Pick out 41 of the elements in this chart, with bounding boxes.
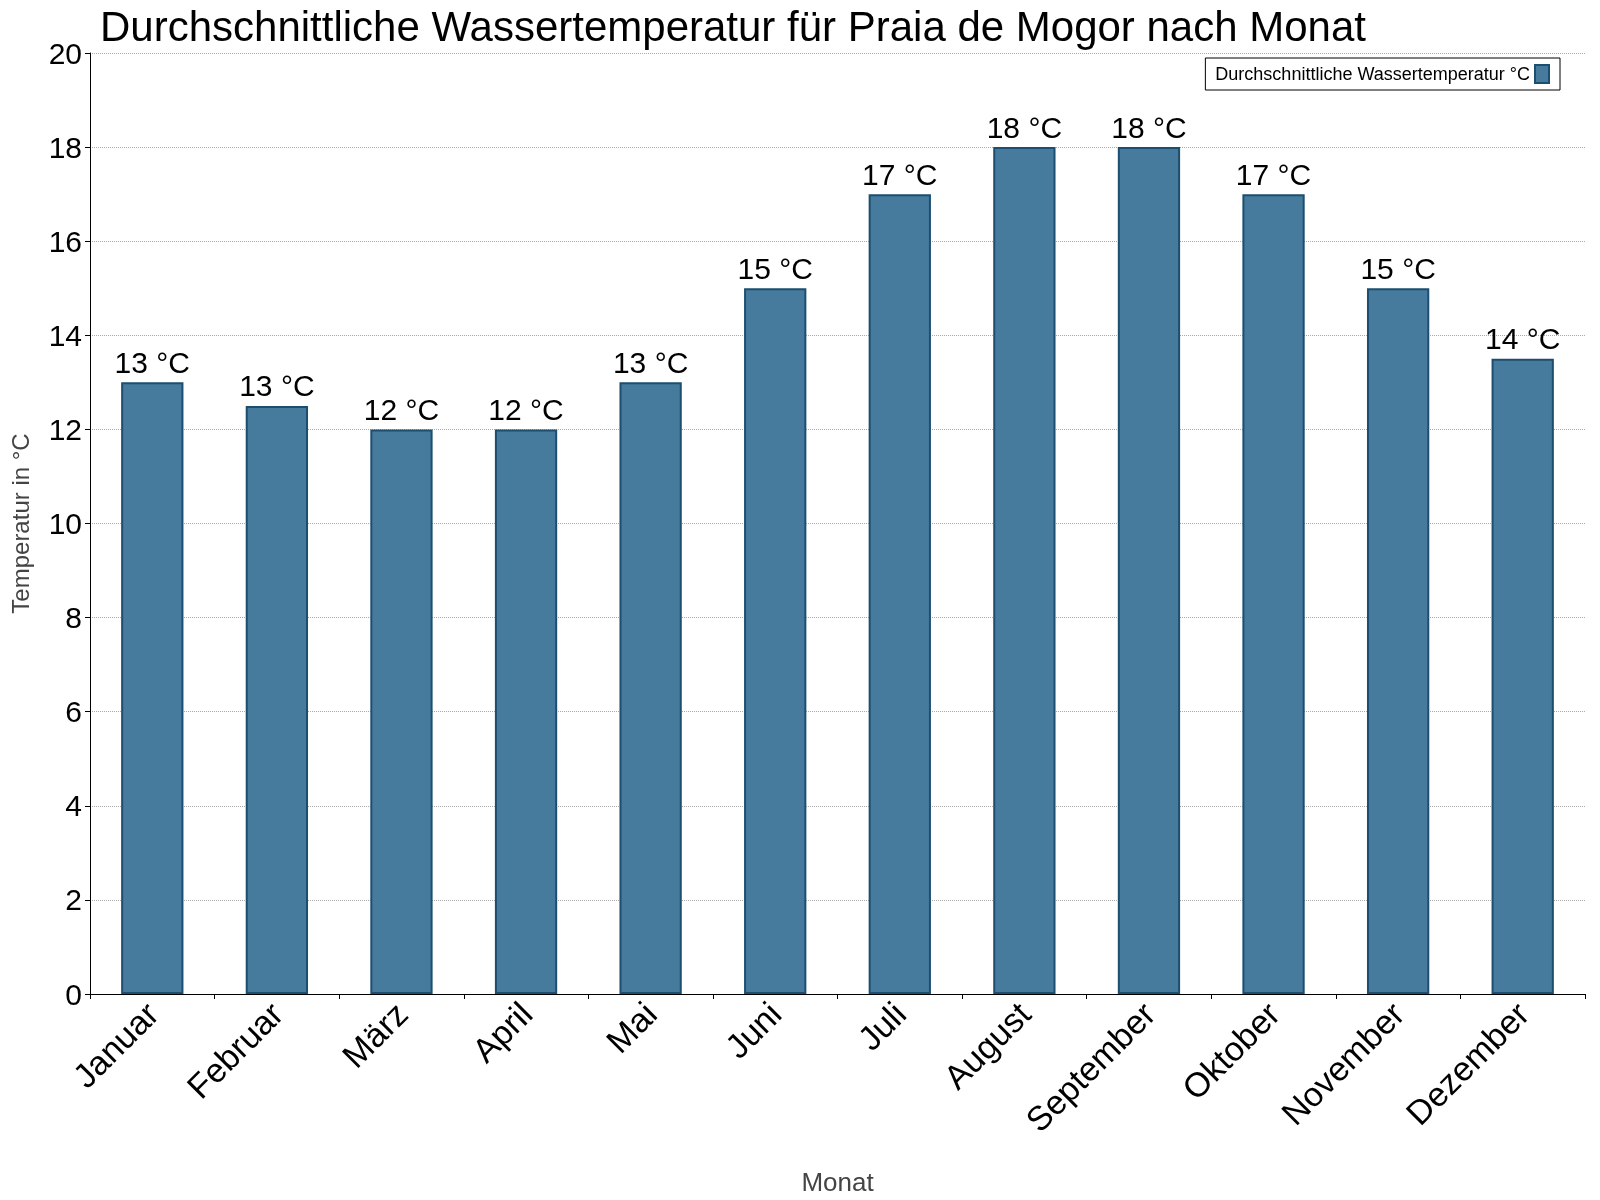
y-tick-label: 10 bbox=[48, 507, 82, 540]
legend-label: Durchschnittliche Wassertemperatur °C bbox=[1215, 64, 1530, 84]
y-tick-label: 8 bbox=[65, 601, 82, 635]
bar bbox=[993, 147, 1056, 994]
data-label: 18 °C bbox=[1111, 110, 1187, 144]
data-label: 12 °C bbox=[488, 392, 564, 426]
y-tick-label: 20 bbox=[48, 36, 82, 70]
data-label: 18 °C bbox=[986, 110, 1063, 144]
y-tick-label: 16 bbox=[48, 224, 82, 258]
x-tick-label: Mai bbox=[598, 994, 665, 1061]
data-label: 17 °C bbox=[862, 157, 938, 191]
bar bbox=[1366, 288, 1430, 994]
y-tick-label: 18 bbox=[48, 130, 82, 164]
data-label: 13 °C bbox=[239, 369, 315, 403]
y-tick-label: 2 bbox=[65, 883, 82, 917]
bar bbox=[121, 382, 184, 994]
bar bbox=[370, 429, 433, 994]
bar bbox=[245, 405, 309, 994]
y-axis-title: Temperatur in °C bbox=[6, 433, 34, 614]
y-tick-label: 0 bbox=[65, 977, 82, 1011]
data-label: 12 °C bbox=[363, 392, 440, 426]
bar bbox=[744, 288, 807, 994]
x-axis-title: Monat bbox=[801, 1167, 875, 1197]
data-label: 15 °C bbox=[737, 251, 813, 285]
y-tick-label: 12 bbox=[48, 412, 82, 446]
data-label: 13 °C bbox=[114, 345, 190, 379]
chart-title: Durchschnittliche Wassertemperatur für Praia de Mogor nach Monat bbox=[100, 2, 1367, 50]
bar bbox=[619, 382, 682, 994]
data-label: 13 °C bbox=[612, 345, 689, 379]
data-label: 15 °C bbox=[1360, 251, 1436, 285]
bar bbox=[868, 194, 931, 994]
y-tick-label: 14 bbox=[48, 318, 82, 352]
x-tick-label: Juli bbox=[850, 994, 914, 1058]
bar bbox=[1491, 358, 1554, 994]
bar bbox=[1242, 194, 1305, 994]
data-label: 17 °C bbox=[1235, 157, 1312, 191]
bar bbox=[1117, 147, 1181, 994]
y-tick-label: 4 bbox=[65, 789, 82, 823]
y-tick-label: 6 bbox=[65, 695, 82, 729]
bar bbox=[494, 429, 558, 994]
data-label: 14 °C bbox=[1485, 322, 1561, 356]
